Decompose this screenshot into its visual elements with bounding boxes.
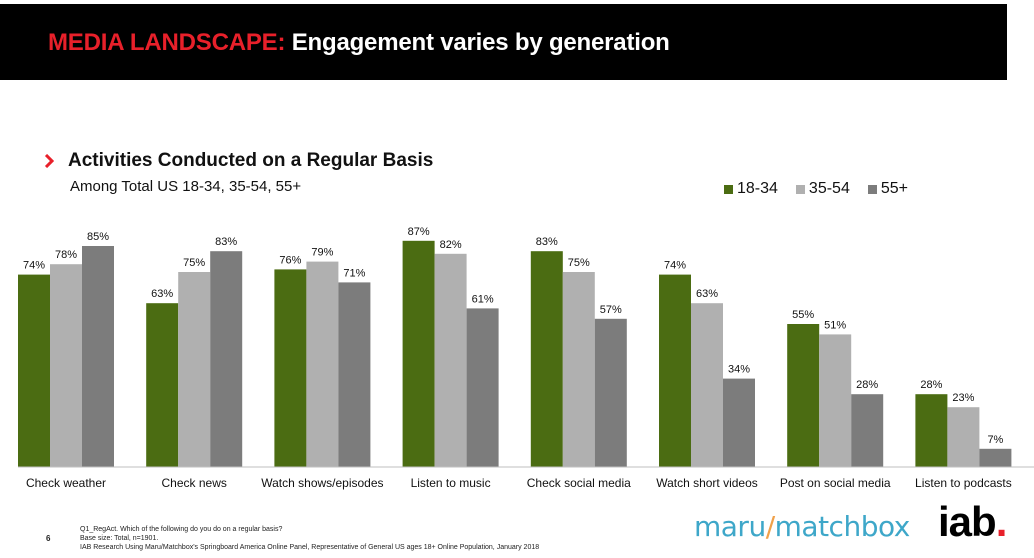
data-label: 74% (23, 260, 45, 272)
chart-subtitle: Among Total US 18-34, 35-54, 55+ (70, 178, 302, 195)
data-label: 63% (151, 288, 173, 300)
bar-check-weather-18-34 (18, 274, 50, 467)
logo-text-maru: maru (694, 510, 766, 543)
top-strip (0, 0, 1034, 4)
logo-slash: / (765, 510, 775, 543)
data-label: 79% (311, 247, 333, 259)
bar-listen-to-podcasts-18-34 (915, 394, 948, 467)
legend-swatch (795, 184, 805, 194)
title-rest: Engagement varies by generation (291, 29, 670, 56)
bar-chart: 74% 78% 85% Check weather 63% 75% 83% Check new… (18, 226, 1034, 490)
category-label: Listen to podcasts (915, 476, 1012, 490)
bar-listen-to-music-55 (466, 308, 499, 467)
data-label: 57% (600, 304, 622, 316)
title-accent: MEDIA LANDSCAPE: (48, 29, 286, 56)
chart-title: Activities Conducted on a Regular Basis (68, 150, 434, 171)
logo-text-iab: iab (938, 498, 997, 545)
bar-check-news-35-54 (178, 272, 211, 467)
category-label: Check weather (26, 476, 106, 490)
slide-title: MEDIA LANDSCAPE: Engagement varies by ge… (48, 28, 670, 58)
bar-watch-short-videos-55 (723, 378, 755, 467)
footnote-source: IAB Research Using Maru/Matchbox's Sprin… (80, 544, 540, 551)
maru-matchbox-logo: maru/matchbox (694, 510, 910, 543)
bar-watch-shows-episodes-55 (338, 282, 371, 467)
bar-watch-short-videos-18-34 (659, 274, 691, 467)
bar-post-on-social-media-18-34 (787, 324, 820, 467)
bar-check-social-media-35-54 (562, 272, 595, 467)
bar-watch-shows-episodes-35-54 (306, 261, 339, 467)
data-label: 28% (856, 379, 878, 391)
legend-swatch (724, 184, 733, 194)
data-label: 61% (472, 293, 494, 305)
bar-listen-to-podcasts-35-54 (947, 407, 980, 467)
data-label: 75% (568, 257, 590, 269)
page-number: 6 (46, 534, 51, 543)
category-label: Watch shows/episodes (261, 476, 383, 490)
bar-check-social-media-18-34 (530, 251, 563, 467)
legend-label: 55+ (880, 180, 908, 197)
bar-listen-to-podcasts-55 (979, 448, 1012, 467)
bar-listen-to-music-35-54 (434, 253, 467, 467)
bar-post-on-social-media-35-54 (819, 334, 852, 467)
bar-check-news-55 (210, 251, 243, 467)
data-label: 82% (440, 239, 462, 251)
legend-swatch (867, 184, 877, 194)
footnotes: Q1_RegAct. Which of the following do you… (80, 525, 539, 552)
chart-legend: 18-34 35-54 55+ (724, 180, 908, 198)
bar-check-weather-35-54 (50, 264, 82, 467)
header-banner: MEDIA LANDSCAPE: Engagement varies by ge… (0, 4, 1007, 80)
legend-label: 35-54 (808, 180, 850, 197)
footnote-question: Q1_RegAct. Which of the following do you… (80, 526, 283, 533)
data-label: 76% (279, 254, 301, 266)
data-label: 63% (696, 288, 718, 300)
data-label: 83% (536, 236, 558, 248)
data-label: 34% (728, 364, 750, 376)
bar-check-news-18-34 (146, 303, 179, 467)
legend-item-55-plus: 55+ (867, 180, 908, 198)
data-label: 74% (664, 260, 686, 272)
data-label: 75% (183, 257, 205, 269)
data-label: 23% (952, 392, 974, 404)
bar-watch-shows-episodes-18-34 (274, 269, 307, 467)
bar-check-weather-55 (82, 246, 114, 467)
data-label: 55% (792, 309, 814, 321)
legend-item-35-54: 35-54 (795, 180, 850, 198)
bar-check-social-media-55 (594, 318, 627, 467)
data-label: 71% (343, 267, 365, 279)
category-label: Check news (162, 476, 227, 490)
category-label: Watch short videos (656, 476, 758, 490)
data-label: 51% (824, 319, 846, 331)
category-label: Post on social media (780, 476, 891, 490)
iab-logo: iab. (938, 498, 1008, 546)
data-label: 83% (215, 236, 237, 248)
legend-item-18-34: 18-34 (724, 180, 778, 198)
bar-watch-short-videos-35-54 (691, 303, 723, 467)
category-label: Check social media (527, 476, 631, 490)
data-label: 87% (408, 226, 430, 238)
data-label: 7% (987, 434, 1003, 446)
data-label: 78% (55, 249, 77, 261)
data-label: 28% (920, 379, 942, 391)
legend-label: 18-34 (737, 180, 778, 197)
logo-text-matchbox: matchbox (774, 510, 911, 543)
bar-post-on-social-media-55 (851, 394, 884, 467)
category-label: Listen to music (411, 476, 491, 490)
footnote-base: Base size: Total, n=1901. (80, 535, 159, 542)
chevron-bullet-icon (44, 154, 54, 168)
logo-dot: . (995, 498, 1008, 545)
data-label: 85% (87, 231, 109, 243)
bar-listen-to-music-18-34 (402, 240, 435, 467)
